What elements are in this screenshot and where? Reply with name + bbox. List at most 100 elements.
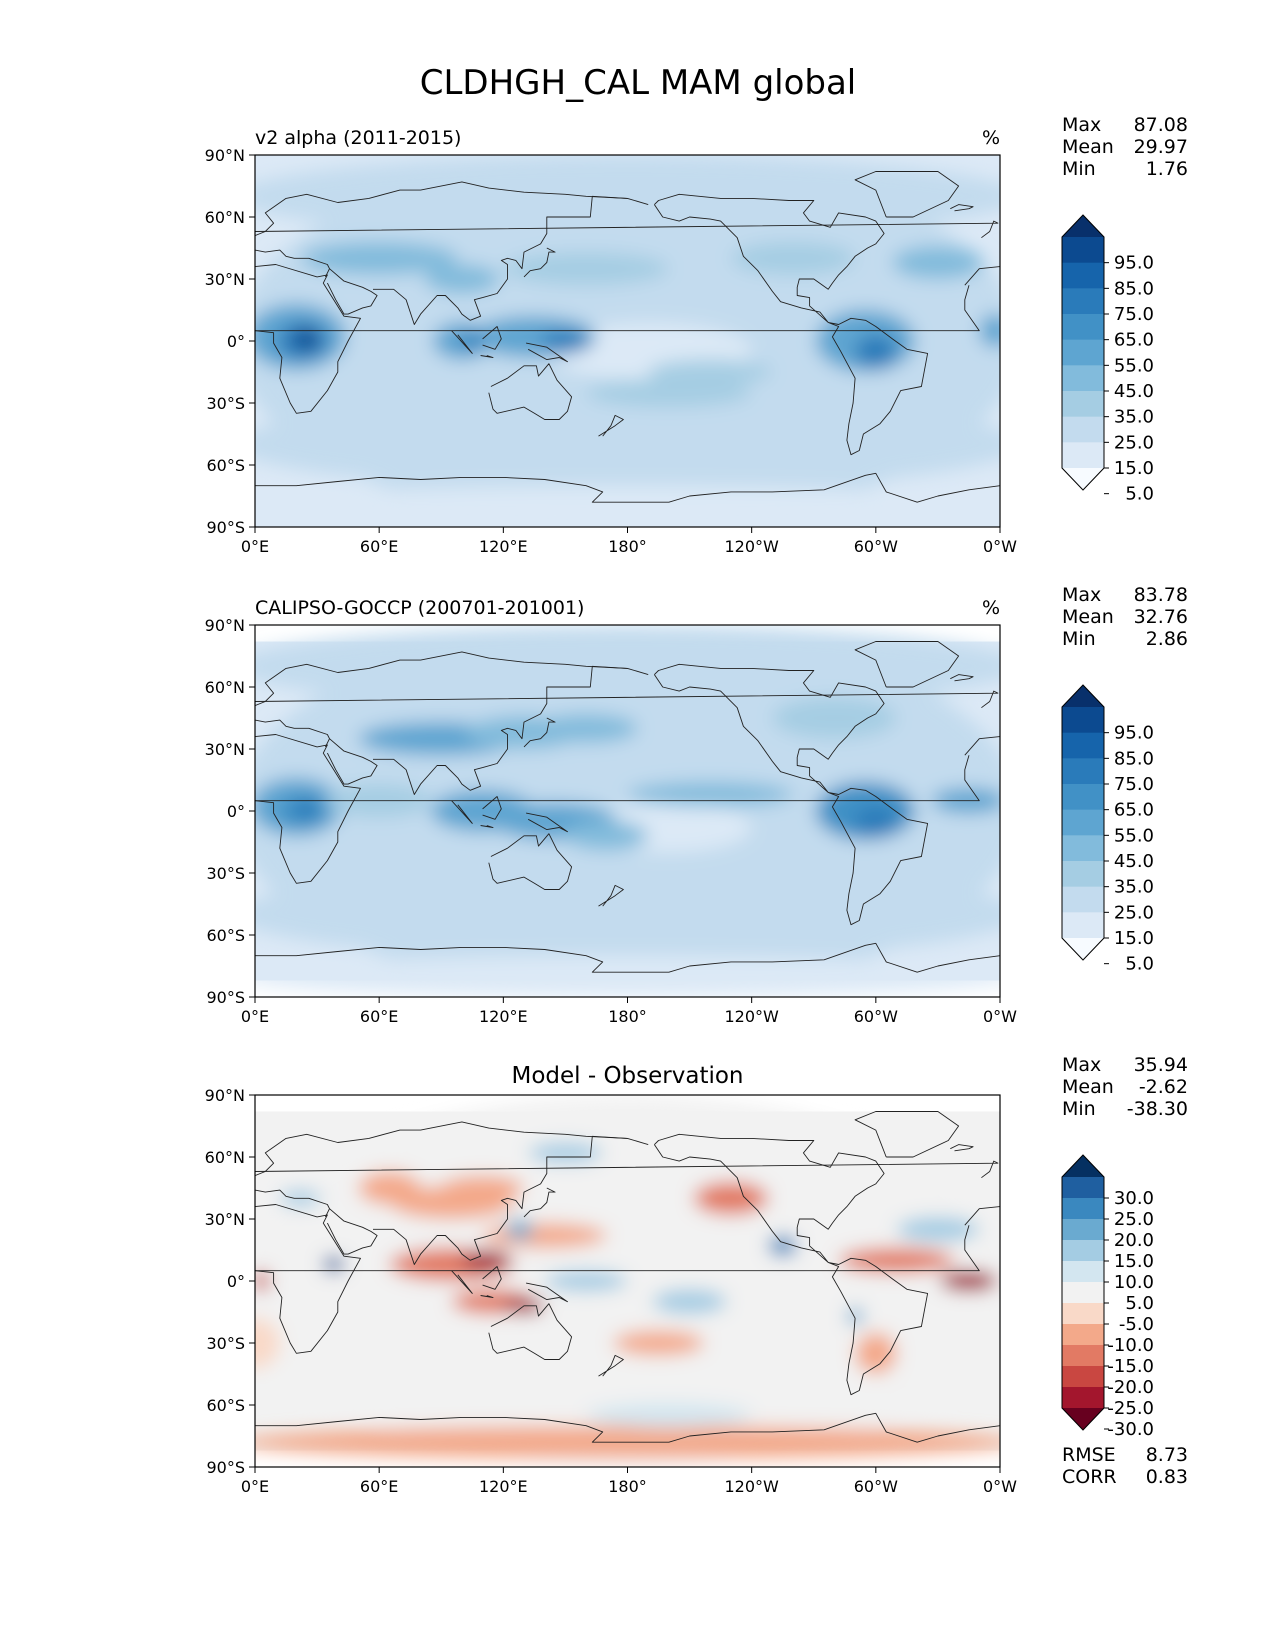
colorbar-label: 85.0: [1114, 278, 1154, 299]
coastline: [255, 942, 1000, 973]
field-blob: [586, 1402, 752, 1428]
coastline: [255, 472, 1000, 503]
stat-label: Mean: [1062, 136, 1114, 158]
field-blob: [979, 314, 1000, 348]
colorbar-label: 65.0: [1114, 330, 1154, 351]
stat-value: 32.76: [1134, 606, 1188, 628]
y-tick-label: 60°N: [205, 678, 245, 697]
colorbar-label: 35.0: [1114, 877, 1154, 898]
field-blob: [565, 821, 649, 851]
colorbar-segment: [1062, 1240, 1104, 1262]
colorbar-segment: [1062, 912, 1104, 939]
colorbar-segment: [1062, 1261, 1104, 1283]
field-blob: [855, 334, 897, 368]
colorbar-segment: [1062, 1345, 1104, 1367]
x-tick-label: 120°E: [479, 1477, 528, 1496]
colorbar-segment: [1062, 1324, 1104, 1346]
field-blob: [939, 1270, 998, 1292]
coastline: [255, 690, 999, 709]
colorbar-segment: [1062, 1387, 1104, 1409]
colorbar-label: 25.0: [1114, 432, 1154, 453]
panel-3: 0°E 60°E 120°E 180° 120°W 60°W 0°W 90°N 60°N 30°N…: [205, 1054, 1188, 1496]
x-tick-label: 120°W: [724, 537, 779, 556]
field-blob: [730, 241, 856, 275]
coastline: [526, 342, 568, 363]
field-blob: [503, 252, 669, 286]
figure-title: CLDHGH_CAL MAM global: [420, 63, 857, 103]
y-tick-label: 60°S: [206, 456, 245, 475]
stat-value: 35.94: [1134, 1054, 1188, 1076]
colorbar-segment: [1062, 1177, 1104, 1199]
coastline: [373, 195, 649, 325]
coastline: [480, 825, 494, 828]
colorbar-segment: [1062, 442, 1104, 469]
colorbar-extend-bottom: [1062, 468, 1104, 490]
x-tick-label: 0°E: [241, 1007, 269, 1026]
colorbar-label: 55.0: [1114, 825, 1154, 846]
coastline: [451, 1270, 473, 1294]
x-tick-label: 180°: [608, 1477, 647, 1496]
colorbar-segment: [1062, 1282, 1104, 1304]
coastline: [854, 1111, 960, 1158]
coastline: [964, 266, 1000, 286]
stat-value: 2.86: [1146, 628, 1188, 650]
coastline: [526, 812, 568, 833]
coastline: [950, 204, 974, 212]
stat-value: 0.83: [1146, 1466, 1188, 1488]
y-tick-label: 60°N: [205, 1148, 245, 1167]
colorbar-label: 25.0: [1114, 1209, 1154, 1230]
coastlines: [255, 641, 1000, 973]
x-tick-label: 0°W: [983, 1007, 1017, 1026]
x-tick-label: 60°W: [854, 537, 898, 556]
field-blob: [461, 1250, 512, 1271]
colorbar-segment: [1062, 262, 1104, 289]
colorbar-label: 30.0: [1114, 1188, 1154, 1209]
colorbar-segment: [1062, 784, 1104, 811]
colorbar-label: 5.0: [1125, 1293, 1154, 1314]
coastline: [523, 247, 556, 278]
coastline: [451, 330, 473, 354]
coastline: [255, 220, 999, 239]
field-blob: [540, 330, 591, 352]
colorbar-label: -5.0: [1119, 1314, 1154, 1335]
field-blob: [482, 1223, 607, 1248]
coastlines: [255, 171, 1000, 503]
coastline: [326, 268, 378, 315]
field-blob: [586, 378, 752, 408]
coastline: [482, 796, 502, 820]
coastline: [854, 171, 960, 218]
colorbar-extend-top: [1062, 685, 1104, 707]
y-tick-label: 30°S: [206, 1334, 245, 1353]
field-blob: [838, 1247, 955, 1273]
y-tick-label: 90°N: [205, 146, 245, 165]
y-tick-label: 60°S: [206, 926, 245, 945]
field-blob: [461, 198, 566, 257]
colorbar-segment: [1062, 861, 1104, 888]
colorbar-label: 25.0: [1114, 902, 1154, 923]
map-field: [255, 155, 1000, 527]
field-blob: [652, 1289, 727, 1315]
stat-label: Max: [1062, 1054, 1101, 1076]
field-blob: [693, 1181, 769, 1215]
panel-title: Model - Observation: [511, 1063, 743, 1089]
colorbar-label: 20.0: [1114, 1230, 1154, 1251]
coastline: [598, 1354, 624, 1377]
coastline: [373, 1135, 649, 1265]
x-tick-label: 120°E: [479, 1007, 528, 1026]
colorbar-segment: [1062, 1198, 1104, 1220]
x-tick-label: 60°E: [360, 1477, 398, 1496]
colorbar-segment: [1062, 237, 1104, 264]
map-field: [255, 625, 1000, 997]
y-tick-label: 0°: [227, 802, 245, 821]
colorbar-label: 15.0: [1114, 1251, 1154, 1272]
x-tick-label: 180°: [608, 1007, 647, 1026]
y-tick-label: 0°: [227, 1272, 245, 1291]
coastline: [964, 736, 1000, 756]
x-tick-label: 0°W: [983, 1477, 1017, 1496]
colorbar-label: 45.0: [1114, 851, 1154, 872]
field-blob: [255, 1318, 280, 1368]
coastline: [523, 1187, 556, 1218]
stat-label: Mean: [1062, 606, 1114, 628]
field-blob: [300, 241, 458, 275]
